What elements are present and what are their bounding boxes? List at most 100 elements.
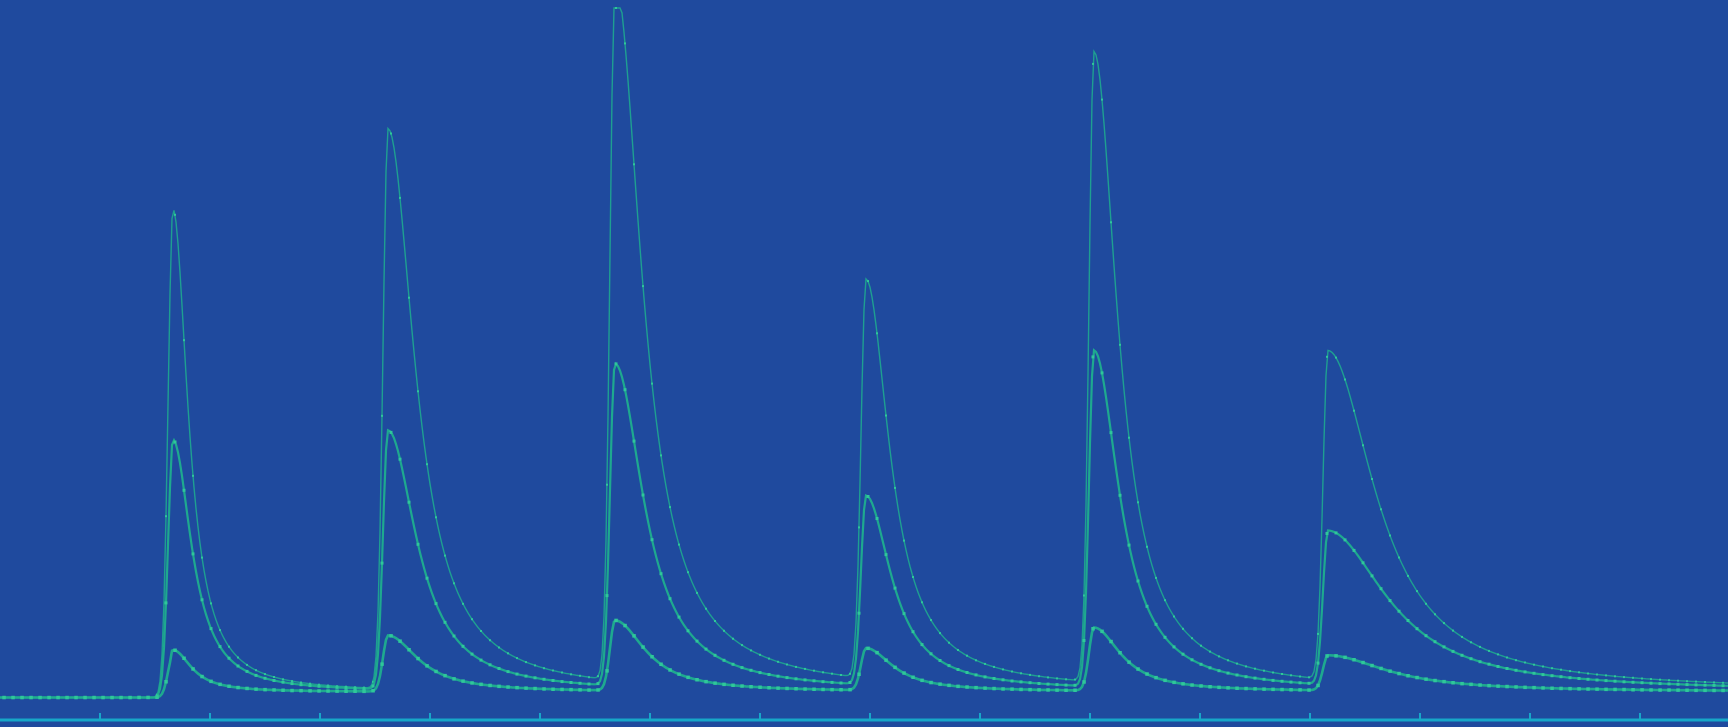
series-2-marker [308,684,312,688]
series-1-marker [1569,670,1571,673]
series-1-marker [1182,627,1184,630]
series-3-marker [1388,669,1392,673]
series-1-marker [1524,661,1526,664]
series-3-marker [1658,688,1662,692]
series-3-marker [1667,688,1671,692]
series-1-marker [246,663,248,666]
series-3-marker [1172,680,1176,685]
series-2-marker [218,645,222,649]
series-2-marker [515,672,519,676]
series-3-marker [749,685,753,689]
series-1-marker [435,516,437,519]
series-1-marker [1236,662,1238,665]
series-1-marker [372,680,374,683]
series-1-marker [624,42,626,45]
series-3-marker [92,695,96,700]
series-2-marker [1361,561,1365,565]
series-1-marker [1371,478,1373,480]
series-2-marker [1082,639,1086,642]
series-1-marker [1713,681,1715,684]
series-2-marker [1181,652,1185,656]
series-1-marker [516,657,518,660]
series-2-marker [1703,683,1707,687]
series-1-marker [1353,409,1355,412]
series-2-marker [1604,679,1608,683]
series-3-marker [1460,681,1464,686]
series-1-marker [1578,671,1580,674]
series-1-marker [696,591,698,594]
series-1-marker [462,602,464,605]
series-1-marker [1029,673,1031,676]
series-2-marker [1235,673,1239,677]
series-2-marker [587,682,591,686]
series-3-marker [1154,675,1158,680]
series-3-marker [1523,685,1527,690]
series-3-marker [776,686,780,690]
series-2-marker [929,652,933,656]
series-3-marker [1433,678,1437,683]
series-1-marker [1425,602,1427,605]
series-2-marker [1136,579,1140,583]
series-3-marker [1271,687,1275,692]
series-2-marker [920,643,924,647]
series-3-marker [695,678,699,682]
series-1-marker [444,554,446,557]
series-3-marker [866,646,870,651]
series-1-marker [1515,659,1517,662]
series-1-marker [705,607,707,610]
series-3-marker [1406,674,1410,678]
series-1-marker [309,682,311,685]
series-1-marker [399,196,401,199]
series-1-marker [849,672,851,675]
series-3-marker [821,687,825,692]
series-2-marker [677,615,681,619]
series-1-marker [471,618,473,621]
series-1-marker [1542,665,1544,668]
series-3-marker [1379,666,1383,671]
series-2-marker [1451,649,1455,653]
series-2-marker [1469,657,1473,661]
series-2-marker [1559,675,1563,679]
series-3-marker [1631,688,1635,692]
series-2-marker [1325,532,1329,535]
series-1-marker [174,213,176,216]
series-2-marker [461,644,465,648]
series-2-marker [776,674,780,678]
series-2-marker [1163,635,1167,639]
series-2-marker [1343,538,1347,542]
series-2-marker [1721,684,1725,688]
series-1-marker [498,646,500,649]
series-3-marker [857,672,861,676]
series-3-marker [1109,639,1113,644]
series-3-marker [983,686,987,690]
series-1-marker [1047,676,1049,679]
series-2-marker [1055,683,1059,687]
series-1-marker [1623,676,1625,679]
series-1-marker [1722,681,1724,684]
series-1-marker [1164,599,1166,602]
series-1-marker [1443,622,1445,625]
series-3-marker [380,662,384,666]
series-1-line [0,7,1728,699]
series-1-marker [1587,672,1589,675]
series-2-marker [1550,674,1554,678]
series-2-marker [326,685,330,689]
series-3-marker [641,645,645,649]
series-2-marker [740,666,744,670]
series-3-marker [668,668,672,672]
series-3-marker [1316,683,1320,688]
series-3-marker [317,689,321,693]
series-2-marker [164,601,168,605]
series-1-marker [813,669,815,672]
series-3-marker [1127,660,1131,664]
series-1-marker [210,602,212,605]
series-2-marker [1676,682,1680,686]
series-3-marker [1496,684,1500,688]
series-1-marker [777,660,779,663]
series-3-marker [263,687,267,692]
series-3-marker [101,695,105,700]
series-3-marker [1262,687,1266,691]
series-1-marker [219,629,221,632]
